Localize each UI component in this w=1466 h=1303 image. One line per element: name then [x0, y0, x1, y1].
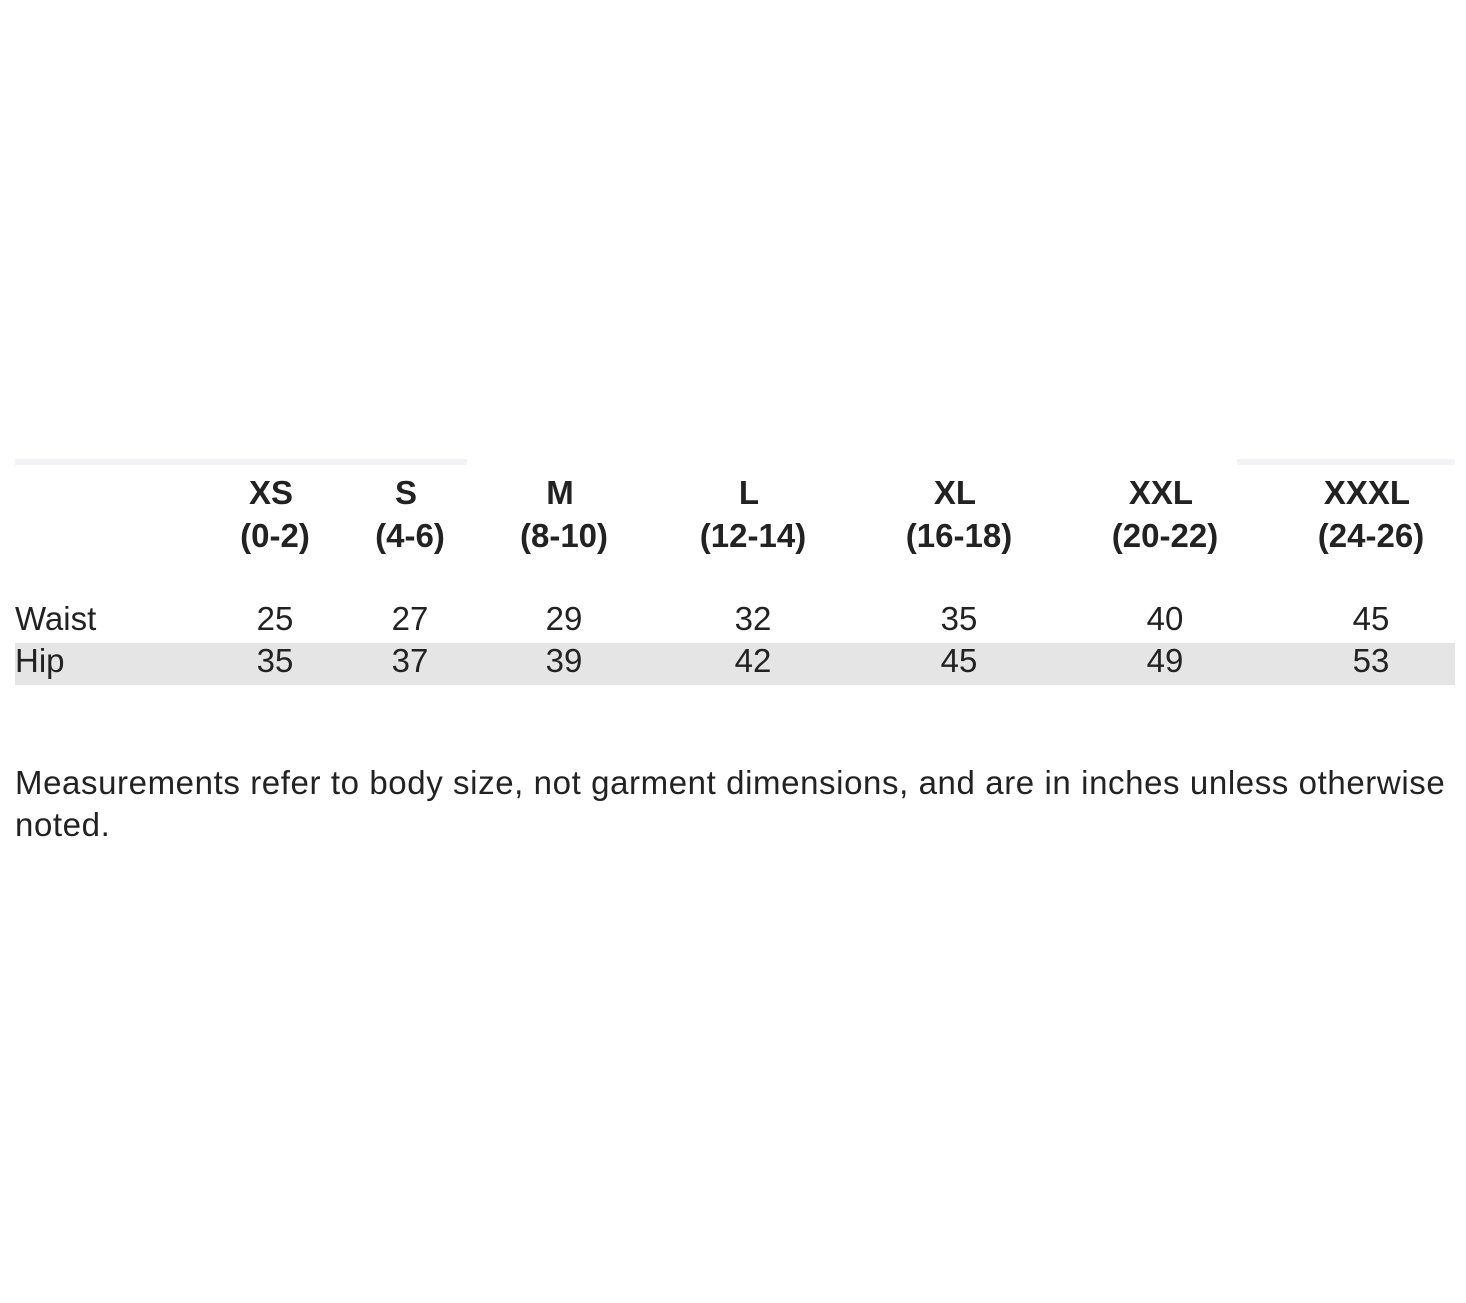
size-name: XXL — [1128, 474, 1194, 511]
cell-value: 32 — [734, 600, 772, 637]
size-name: L — [738, 474, 760, 511]
size-name: M — [546, 474, 574, 511]
size-range: (20-22) — [1111, 517, 1219, 554]
size-range: (0-2) — [240, 517, 310, 554]
size-range: (24-26) — [1317, 517, 1425, 554]
size-name: XS — [248, 474, 294, 511]
cell-value: 45 — [940, 642, 978, 679]
top-rule — [15, 459, 467, 465]
size-name: XL — [933, 474, 977, 511]
size-range: (16-18) — [905, 517, 1013, 554]
cell-value: 27 — [391, 600, 429, 637]
top-rule — [1237, 459, 1455, 465]
cell-value: 42 — [734, 642, 772, 679]
size-range: (4-6) — [375, 517, 445, 554]
size-range: (12-14) — [699, 517, 807, 554]
size-name: S — [394, 474, 418, 511]
size-name: XXXL — [1323, 474, 1411, 511]
row-label: Waist — [15, 600, 97, 637]
footnote: Measurements refer to body size, not gar… — [15, 764, 1446, 843]
size-range: (8-10) — [519, 517, 609, 554]
row-band — [15, 643, 1455, 685]
cell-value: 35 — [256, 642, 294, 679]
cell-value: 39 — [545, 642, 583, 679]
cell-value: 40 — [1146, 600, 1184, 637]
cell-value: 37 — [391, 642, 429, 679]
row-label: Hip — [15, 642, 65, 679]
cell-value: 25 — [256, 600, 294, 637]
cell-value: 49 — [1146, 642, 1184, 679]
cell-value: 53 — [1352, 642, 1390, 679]
cell-value: 45 — [1352, 600, 1390, 637]
cell-value: 29 — [545, 600, 583, 637]
cell-value: 35 — [940, 600, 978, 637]
